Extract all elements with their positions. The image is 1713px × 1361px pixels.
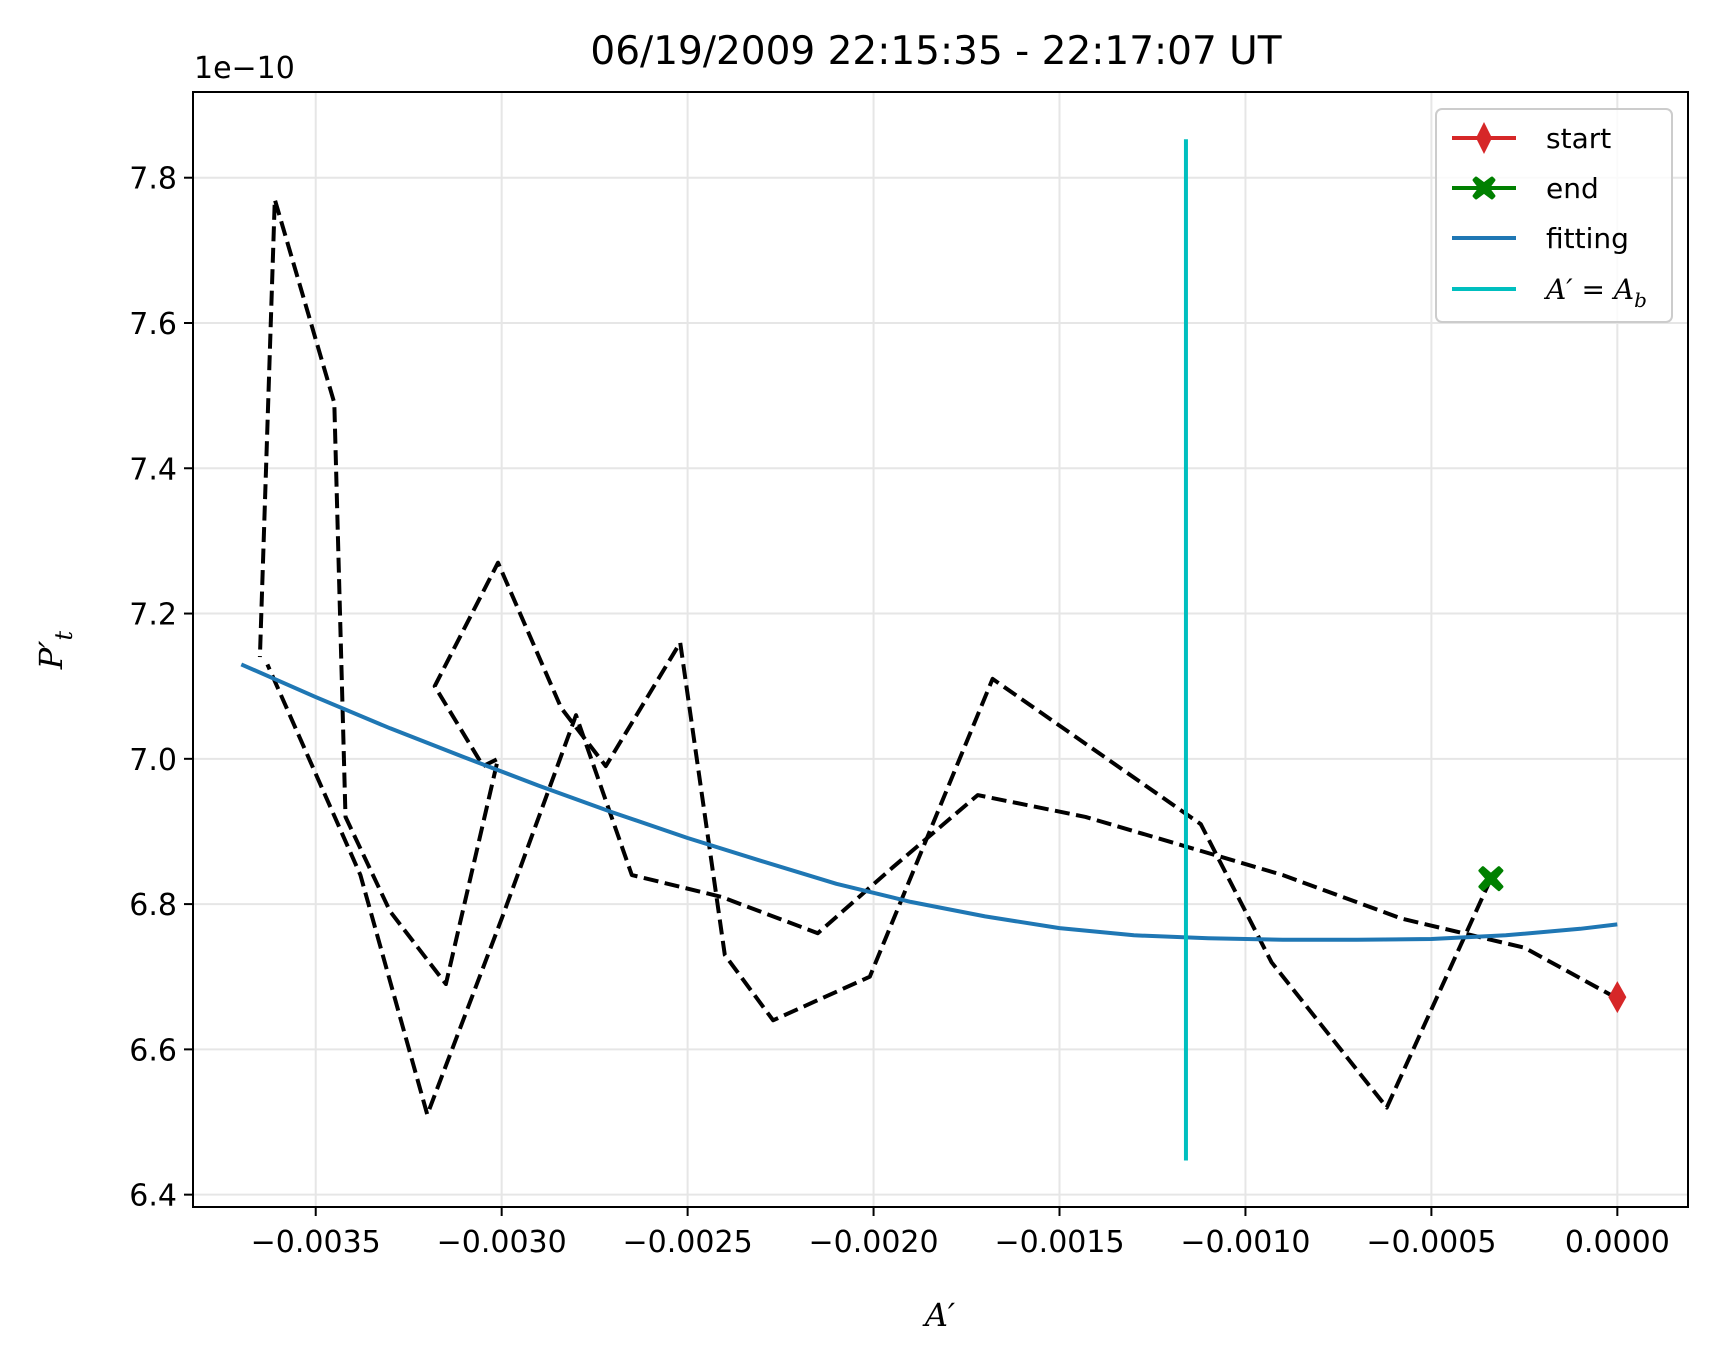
y-axis: 6.4 6.6 6.8 7.0 7.2 7.4 7.6 7.8 bbox=[129, 162, 193, 1214]
x-tick-label: −0.0020 bbox=[809, 1225, 939, 1260]
y-axis-label: P′ bbox=[32, 640, 70, 671]
legend-fitting-label: fitting bbox=[1546, 222, 1629, 255]
plot-area bbox=[240, 139, 1627, 1161]
fitting-line bbox=[240, 662, 1618, 942]
x-tick-label: 0.0000 bbox=[1565, 1225, 1670, 1260]
y-axis-label-subscript: t bbox=[50, 630, 78, 640]
legend-start-marker-icon bbox=[1476, 122, 1492, 154]
chart-title: 06/19/2009 22:15:35 - 22:17:07 UT bbox=[590, 29, 1281, 74]
y-tick-label: 7.6 bbox=[129, 307, 177, 342]
y-tick-label: 7.2 bbox=[129, 598, 177, 633]
y-offset-text: 1e−10 bbox=[194, 51, 295, 86]
x-tick-label: −0.0015 bbox=[994, 1225, 1124, 1260]
x-tick-label: −0.0010 bbox=[1180, 1225, 1310, 1260]
y-tick-label: 6.8 bbox=[129, 888, 177, 923]
x-axis: −0.0035 −0.0030 −0.0025 −0.0020 −0.0015 −0.00… bbox=[251, 1207, 1670, 1260]
legend-start-label: start bbox=[1546, 122, 1611, 155]
y-tick-label: 7.4 bbox=[129, 452, 177, 487]
x-axis-label: A′ bbox=[922, 1296, 956, 1334]
x-tick-label: −0.0035 bbox=[251, 1225, 381, 1260]
y-tick-label: 7.8 bbox=[129, 162, 177, 197]
y-tick-label: 7.0 bbox=[129, 743, 177, 778]
legend-end-label: end bbox=[1546, 172, 1599, 205]
trajectory-b-line bbox=[257, 197, 1493, 1110]
legend-box bbox=[1435, 108, 1673, 323]
trajectory-a-line bbox=[265, 663, 1619, 1117]
x-tick-label: −0.0025 bbox=[623, 1225, 753, 1260]
legend-end-marker-icon bbox=[1472, 176, 1496, 200]
svg-text:P′t: P′t bbox=[32, 630, 78, 670]
axes-frame bbox=[192, 91, 1689, 1208]
legend: start end fitting A′ = Ab bbox=[1435, 108, 1673, 323]
end-marker bbox=[1478, 866, 1504, 892]
y-tick-label: 6.4 bbox=[129, 1179, 177, 1214]
legend-ab-label: A′ = Ab bbox=[1543, 273, 1647, 312]
y-tick-label: 6.6 bbox=[129, 1033, 177, 1068]
x-tick-label: −0.0030 bbox=[437, 1225, 567, 1260]
y-axis-label-group: P′t bbox=[32, 630, 78, 670]
start-marker bbox=[1608, 981, 1627, 1014]
x-tick-label: −0.0005 bbox=[1366, 1225, 1496, 1260]
